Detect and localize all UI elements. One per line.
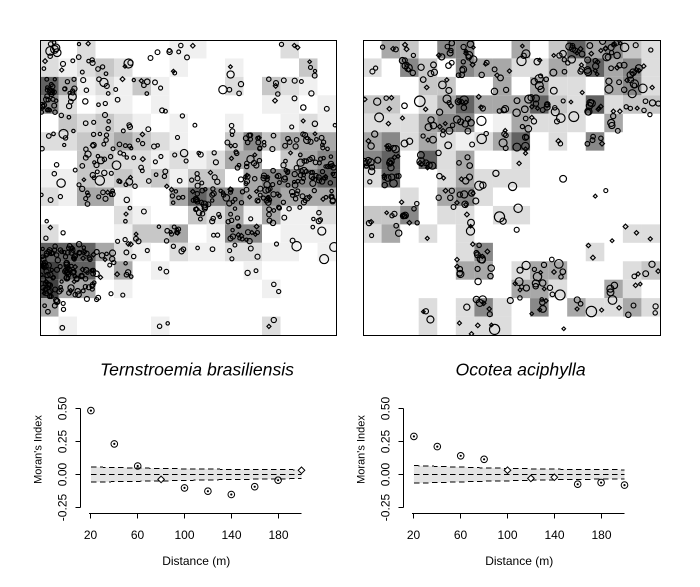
svg-text:100: 100 bbox=[174, 528, 194, 542]
svg-text:Moran's Index: Moran's Index bbox=[356, 415, 368, 484]
svg-text:Moran's Index: Moran's Index bbox=[33, 415, 45, 484]
svg-text:Ternstroemia brasiliensis: Ternstroemia brasiliensis bbox=[100, 360, 294, 380]
svg-text:140: 140 bbox=[221, 528, 241, 542]
svg-text:0.00: 0.00 bbox=[379, 462, 393, 486]
svg-text:180: 180 bbox=[268, 528, 288, 542]
svg-text:0.25: 0.25 bbox=[56, 429, 70, 453]
svg-text:-0.25: -0.25 bbox=[379, 494, 393, 522]
svg-text:60: 60 bbox=[131, 528, 145, 542]
svg-text:60: 60 bbox=[454, 528, 468, 542]
svg-text:Distance (m): Distance (m) bbox=[485, 554, 553, 568]
svg-text:0.00: 0.00 bbox=[56, 462, 70, 486]
svg-text:Distance (m): Distance (m) bbox=[162, 554, 230, 568]
svg-text:0.50: 0.50 bbox=[56, 396, 70, 420]
svg-text:140: 140 bbox=[544, 528, 564, 542]
svg-text:0.50: 0.50 bbox=[379, 396, 393, 420]
svg-text:100: 100 bbox=[497, 528, 517, 542]
svg-text:Ocotea aciphylla: Ocotea aciphylla bbox=[456, 360, 586, 380]
svg-text:0.25: 0.25 bbox=[379, 429, 393, 453]
svg-text:180: 180 bbox=[591, 528, 611, 542]
svg-text:-0.25: -0.25 bbox=[56, 494, 70, 522]
svg-text:20: 20 bbox=[84, 528, 98, 542]
svg-text:20: 20 bbox=[407, 528, 421, 542]
